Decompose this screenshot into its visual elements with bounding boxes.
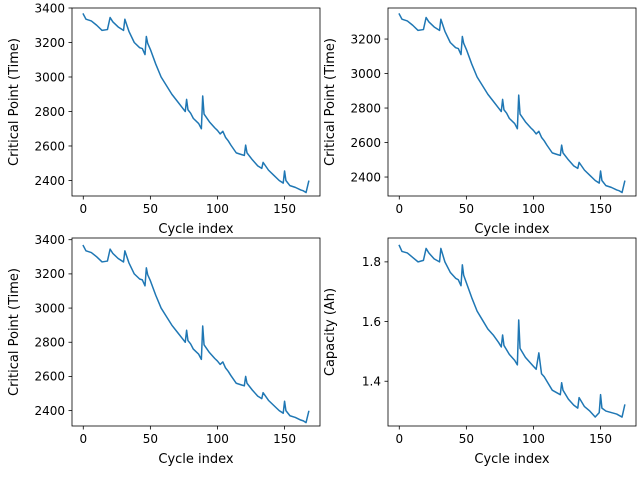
y-tick-label: 2800 xyxy=(34,105,65,119)
x-tick-label: 100 xyxy=(206,432,229,446)
x-tick-label: 100 xyxy=(522,202,545,216)
x-tick-label: 50 xyxy=(143,202,158,216)
y-tick-label: 2400 xyxy=(34,404,65,418)
x-axis-label: Cycle index xyxy=(474,452,550,467)
series-line-1 xyxy=(398,244,626,418)
x-tick-label: 50 xyxy=(459,202,474,216)
y-tick-label: 2600 xyxy=(34,139,65,153)
x-tick-label: 150 xyxy=(589,432,612,446)
x-tick-label: 0 xyxy=(79,202,87,216)
y-tick-label: 3400 xyxy=(34,233,65,247)
y-tick-label: 1.4 xyxy=(362,375,381,389)
y-tick-label: 2600 xyxy=(34,370,65,384)
x-tick-label: 0 xyxy=(395,432,403,446)
y-tick-label: 3200 xyxy=(34,36,65,50)
x-axis-label: Cycle index xyxy=(158,222,234,237)
x-tick-label: 100 xyxy=(522,432,545,446)
subplot-3: 0 50 100 150 2400 2600 2800 3000 3200 3400 Cycle i… xyxy=(7,233,321,467)
plot-frame xyxy=(387,7,637,197)
subplot-4: 0 50 100 150 1.4 1.6 1.8 Cycle index Capacity (A… xyxy=(323,237,637,467)
plot-frame xyxy=(71,237,321,427)
x-tick-label: 0 xyxy=(79,432,87,446)
x-tick-label: 150 xyxy=(273,202,296,216)
y-tick-label: 2400 xyxy=(350,170,381,184)
subplot-1: 0 50 100 150 2400 2600 2800 3000 3200 3400 Cycle i… xyxy=(7,1,321,237)
x-axis-label: Cycle index xyxy=(158,452,234,467)
x-tick-label: 50 xyxy=(459,432,474,446)
subplot-2: 0 50 100 150 2400 2600 2800 3000 3200 Cycle index… xyxy=(323,7,637,237)
x-axis-label: Cycle index xyxy=(474,222,550,237)
y-axis-label: Critical Point (Time) xyxy=(7,38,22,166)
x-tick-label: 0 xyxy=(395,202,403,216)
series-line-1 xyxy=(82,13,310,194)
plot-frame xyxy=(71,7,321,197)
y-tick-label: 3000 xyxy=(350,67,381,81)
y-tick-label: 1.6 xyxy=(362,315,381,329)
y-tick-label: 3200 xyxy=(350,32,381,46)
y-tick-label: 3400 xyxy=(34,1,65,15)
y-axis-label: Critical Point (Time) xyxy=(7,268,22,396)
y-tick-label: 3000 xyxy=(34,301,65,315)
series-line-1 xyxy=(82,244,310,424)
x-tick-label: 100 xyxy=(206,202,229,216)
y-tick-label: 2800 xyxy=(34,336,65,350)
y-axis-label: Critical Point (Time) xyxy=(323,38,338,166)
y-tick-label: 2600 xyxy=(350,136,381,150)
plot-frame xyxy=(387,237,637,427)
x-tick-label: 150 xyxy=(273,432,296,446)
y-tick-label: 2800 xyxy=(350,101,381,115)
x-tick-label: 150 xyxy=(589,202,612,216)
x-tick-label: 50 xyxy=(143,432,158,446)
y-tick-label: 3000 xyxy=(34,70,65,84)
y-tick-label: 1.8 xyxy=(362,255,381,269)
y-axis-label: Capacity (Ah) xyxy=(323,288,338,376)
y-tick-label: 3200 xyxy=(34,267,65,281)
series-line-1 xyxy=(398,13,626,194)
y-tick-label: 2400 xyxy=(34,174,65,188)
